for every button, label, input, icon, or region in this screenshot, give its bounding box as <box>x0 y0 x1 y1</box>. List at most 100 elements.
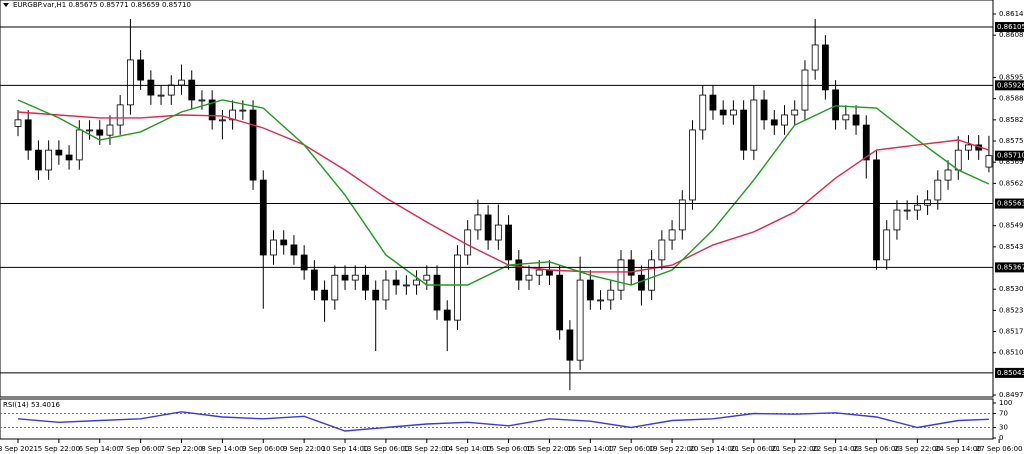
candle-body <box>229 109 237 121</box>
y-tick-label: 0.85885 <box>999 95 1024 103</box>
level-label: 0.85043 <box>997 369 1024 377</box>
x-tick-label: 9 Sep 22:00 <box>283 445 325 453</box>
candle-body <box>310 269 318 291</box>
candle-body <box>167 84 175 96</box>
candle-body <box>45 149 53 171</box>
x-tick-label: 21 Sep 06:00 <box>730 445 777 453</box>
candle-body <box>198 99 206 102</box>
rsi-title: RSI(14) 53.4016 <box>3 401 60 409</box>
candle-body <box>331 274 339 301</box>
candle-body <box>55 149 63 156</box>
candle-body <box>985 155 993 168</box>
candle-body <box>862 124 870 161</box>
candle-body <box>341 274 349 281</box>
x-tick-label: 13 Sep 22:00 <box>403 445 450 453</box>
rsi-y-tick-label: 100 <box>999 399 1012 407</box>
candle-body <box>699 94 707 131</box>
candle-body <box>290 244 298 256</box>
candle-body <box>566 329 574 361</box>
x-tick-label: 23 Sep 22:00 <box>894 445 941 453</box>
x-tick-label: 27 Sep 06:00 <box>976 445 1023 453</box>
candle-body <box>668 229 676 241</box>
x-tick-label: 17 Sep 06:00 <box>608 445 655 453</box>
level-label-box <box>995 22 1024 33</box>
y-tick-label: 0.85105 <box>999 349 1024 357</box>
x-tick-label: 15 Sep 22:00 <box>526 445 573 453</box>
candle-body <box>321 289 328 301</box>
level-label-box <box>995 262 1024 273</box>
candle-body <box>924 199 931 206</box>
candle-body <box>811 44 819 71</box>
x-tick-label: 21 Sep 22:00 <box>771 445 818 453</box>
candle-body <box>678 199 686 231</box>
level-label-box <box>995 367 1024 378</box>
y-tick-label: 0.86145 <box>999 10 1024 18</box>
x-tick-label: 7 Sep 06:00 <box>119 445 161 453</box>
candle-body <box>821 44 829 91</box>
candle-body <box>127 59 134 106</box>
x-tick-label: 7 Sep 22:00 <box>160 445 202 453</box>
level-label-box <box>995 80 1024 91</box>
candle-body <box>954 149 962 171</box>
candle-body <box>474 214 482 231</box>
candle-body <box>965 144 972 151</box>
candle-body <box>454 254 461 321</box>
candle-body <box>689 129 696 201</box>
candle-body <box>934 179 942 201</box>
rsi-y-tick-label: 30 <box>999 424 1008 432</box>
candle-body <box>24 119 32 151</box>
candle-body <box>913 204 921 211</box>
candle-body <box>781 114 788 126</box>
candle-body <box>137 59 145 81</box>
x-tick-label: 9 Sep 06:00 <box>242 445 284 453</box>
current-price-label: 0.85710 <box>997 152 1024 160</box>
candle-body <box>259 179 267 256</box>
candle-body <box>14 119 22 127</box>
candle-body <box>719 109 727 116</box>
rsi-line <box>17 411 989 432</box>
candle-body <box>893 209 901 231</box>
candle-body <box>106 124 114 136</box>
candle-body <box>75 129 83 161</box>
candle-body <box>770 119 778 126</box>
level-label: 0.85367 <box>997 263 1024 271</box>
x-tick-label: 23 Sep 06:00 <box>853 445 900 453</box>
candle-body <box>903 209 911 212</box>
candle-body <box>607 289 615 301</box>
candle-body <box>157 94 165 97</box>
candle-body <box>576 279 584 361</box>
y-tick-label: 0.85755 <box>999 137 1024 145</box>
x-tick-label: 5 Sep 22:00 <box>38 445 80 453</box>
rsi-y-tick-label: 0 <box>999 434 1003 442</box>
candle-body <box>617 259 625 291</box>
candle-body <box>791 109 799 116</box>
candle-body <box>351 274 359 281</box>
candle-body <box>402 284 410 287</box>
y-tick-label: 0.84975 <box>999 391 1024 399</box>
x-tick-label: 13 Sep 06:00 <box>363 445 410 453</box>
x-tick-label: 15 Sep 06:00 <box>485 445 532 453</box>
candle-body <box>484 214 492 241</box>
price-pane <box>0 0 994 398</box>
candle-body <box>218 119 226 122</box>
candle-body <box>873 159 880 261</box>
candle-body <box>464 229 472 256</box>
candle-body <box>362 274 369 291</box>
candle-body <box>648 259 656 291</box>
x-tick-label: 14 Sep 14:00 <box>444 445 491 453</box>
candle-body <box>300 254 308 271</box>
x-tick-label: 19 Sep 22:00 <box>649 445 696 453</box>
menu-arrow[interactable] <box>3 3 9 7</box>
candle-body <box>709 94 717 111</box>
candle-body <box>188 79 196 101</box>
candle-body <box>392 279 400 286</box>
candle-body <box>515 259 523 281</box>
candle-body <box>832 89 840 121</box>
candle-body <box>586 279 594 301</box>
y-tick-label: 0.85625 <box>999 179 1024 187</box>
candle-body <box>597 299 604 302</box>
